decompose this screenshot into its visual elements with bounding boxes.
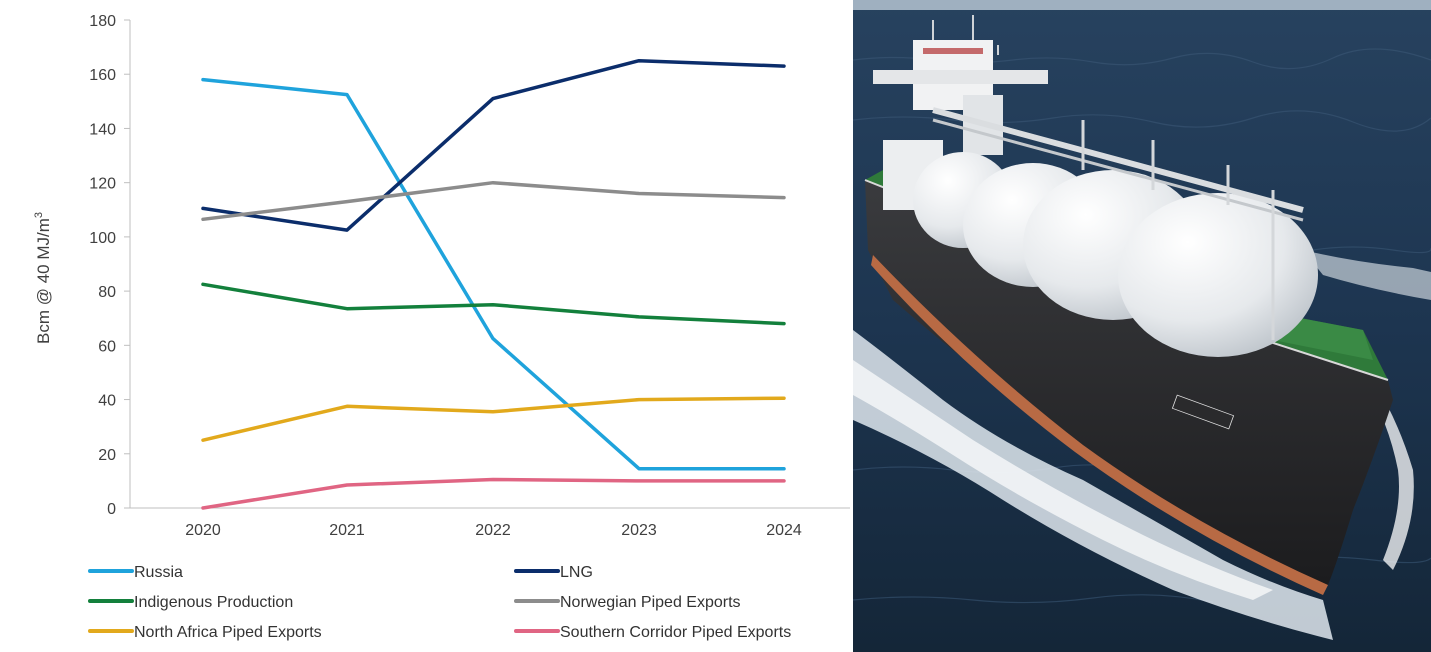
chart-panel: 0 20 40 60 80 100 120 140 160 180 2020 2021 2022 202… xyxy=(33,13,850,641)
y-tick-label: 0 xyxy=(107,501,116,518)
series-line-russia xyxy=(201,77,786,471)
y-tick-label: 160 xyxy=(89,67,116,84)
legend-label-russia: Russia xyxy=(134,564,183,581)
legend-label-indigenous-production: Indigenous Production xyxy=(134,594,293,611)
y-tick-label: 180 xyxy=(89,13,116,30)
x-axis: 2020 2021 2022 2023 2024 xyxy=(130,507,850,539)
x-tick-label: 2021 xyxy=(329,522,365,539)
x-tick-label: 2022 xyxy=(475,522,511,539)
legend-label-norwegian-piped-exports: Norwegian Piped Exports xyxy=(560,594,741,611)
x-tick-label: 2024 xyxy=(766,522,802,539)
x-tick-label: 2020 xyxy=(185,522,221,539)
x-tick-label: 2023 xyxy=(621,522,657,539)
y-axis-title: Bcm @ 40 MJ/m3 xyxy=(33,212,53,344)
y-tick-label: 140 xyxy=(89,121,116,138)
legend-label-lng: LNG xyxy=(560,564,593,581)
y-tick-label: 20 xyxy=(98,447,116,464)
series-line-lng xyxy=(201,58,786,232)
legend-label-southern-corridor-piped-exports: Southern Corridor Piped Exports xyxy=(560,624,791,641)
y-tick-label: 100 xyxy=(89,230,116,247)
series-line-norwegian-piped-exports xyxy=(201,180,786,222)
series-line-indigenous-production xyxy=(201,282,786,326)
legend-label-north-africa-piped-exports: North Africa Piped Exports xyxy=(134,624,322,641)
legend: Russia LNG Indigenous Production Norwegian … xyxy=(88,564,791,641)
series-line-north-africa-piped-exports xyxy=(201,396,786,442)
series-line-southern-corridor-piped-exports xyxy=(201,477,786,510)
y-tick-label: 40 xyxy=(98,393,116,410)
lng-carrier-photo xyxy=(853,0,1431,652)
y-axis: 0 20 40 60 80 100 120 140 160 180 xyxy=(89,13,131,518)
y-tick-label: 60 xyxy=(98,338,116,355)
series-group xyxy=(201,58,786,510)
y-tick-label: 120 xyxy=(89,176,116,193)
y-tick-label: 80 xyxy=(98,284,116,301)
